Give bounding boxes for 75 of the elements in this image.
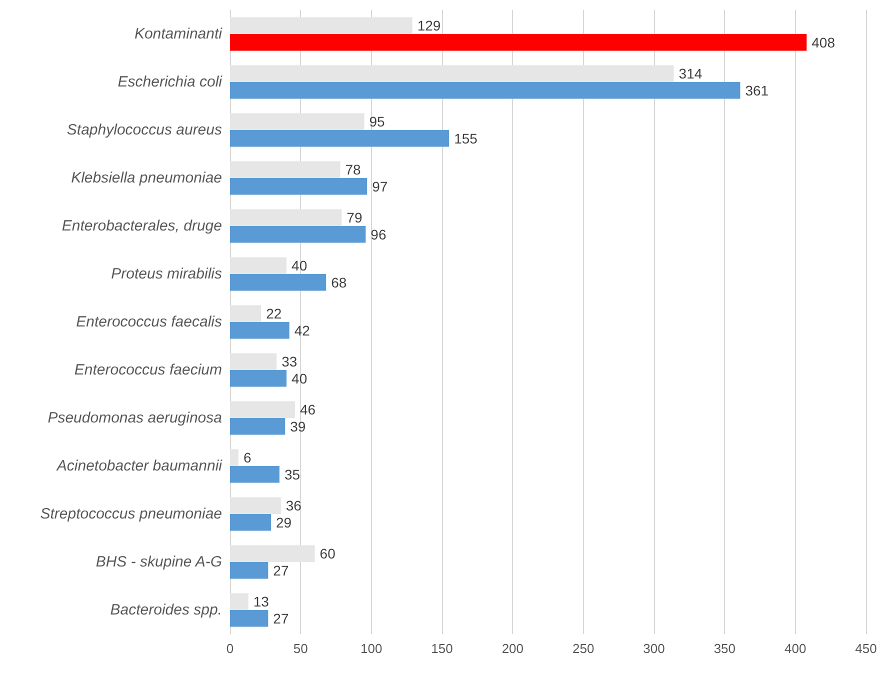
bar	[230, 178, 368, 195]
bar	[230, 305, 262, 322]
data-label: 314	[678, 66, 702, 82]
data-label: 35	[284, 466, 300, 482]
y-tick-label: Acinetobacter baumannii	[56, 458, 223, 474]
bar	[230, 274, 326, 291]
y-tick-label: Enterococcus faecium	[74, 362, 222, 378]
y-tick-label: BHS - skupine A-G	[96, 554, 222, 570]
bar	[230, 34, 807, 51]
x-tick-label: 50	[293, 641, 308, 656]
data-label: 6	[243, 450, 252, 466]
bar	[230, 466, 280, 483]
bar	[230, 545, 315, 562]
y-tick-label: Enterobacterales, druge	[62, 218, 222, 234]
data-label: 361	[745, 82, 769, 98]
bar	[230, 353, 277, 370]
bar	[230, 65, 674, 82]
x-tick-label: 450	[855, 641, 877, 656]
x-tick-label: 200	[502, 641, 524, 656]
y-tick-label: Proteus mirabilis	[111, 266, 222, 282]
bar	[230, 449, 238, 466]
bar	[230, 257, 287, 274]
data-label: 79	[346, 210, 362, 226]
bar	[230, 401, 296, 418]
data-label: 155	[454, 130, 478, 146]
bar	[230, 161, 340, 178]
bar	[230, 497, 281, 514]
y-tick-label: Klebsiella pneumoniae	[71, 170, 222, 186]
data-label: 60	[320, 546, 336, 562]
bar	[230, 17, 412, 34]
y-tick-label: Enterococcus faecalis	[76, 314, 222, 330]
bar	[230, 562, 268, 579]
data-label: 36	[286, 498, 302, 514]
data-label: 129	[417, 18, 441, 34]
bar	[230, 418, 286, 435]
data-label: 97	[372, 178, 388, 194]
data-label: 95	[369, 114, 386, 130]
data-label: 408	[812, 34, 836, 50]
x-tick-label: 150	[431, 641, 453, 656]
data-label: 29	[276, 514, 292, 530]
data-label: 40	[292, 370, 308, 386]
bar	[230, 370, 287, 387]
data-label: 42	[294, 322, 310, 338]
data-label: 68	[331, 274, 347, 290]
bar	[230, 322, 290, 339]
bar	[230, 82, 740, 99]
y-tick-label: Staphylococcus aureus	[66, 122, 222, 138]
data-label: 13	[253, 594, 270, 610]
data-label: 22	[266, 306, 282, 322]
bar	[230, 209, 342, 226]
bar	[230, 113, 364, 130]
x-tick-label: 350	[714, 641, 736, 656]
y-tick-label: Streptococcus pneumoniae	[40, 506, 222, 522]
bar	[230, 593, 248, 610]
x-tick-label: 250	[572, 641, 594, 656]
data-label: 27	[273, 610, 289, 626]
data-label: 96	[370, 226, 386, 242]
y-tick-label: Bacteroides spp.	[110, 602, 222, 618]
bar	[230, 514, 271, 531]
data-label: 40	[292, 258, 308, 274]
data-label: 33	[282, 354, 298, 370]
data-label: 46	[300, 402, 316, 418]
bar	[230, 610, 268, 627]
x-tick-label: 400	[784, 641, 806, 656]
y-tick-label: Kontaminanti	[134, 26, 223, 42]
data-label: 78	[345, 162, 362, 178]
x-tick-label: 100	[360, 641, 382, 656]
x-tick-label: 0	[226, 641, 234, 656]
y-tick-label: Escherichia coli	[118, 74, 223, 90]
data-label: 39	[290, 418, 306, 434]
bar	[230, 226, 366, 243]
bar	[230, 130, 450, 147]
data-label: 27	[273, 562, 289, 578]
y-tick-label: Pseudomonas aeruginosa	[48, 410, 222, 426]
x-tick-label: 300	[643, 641, 665, 656]
